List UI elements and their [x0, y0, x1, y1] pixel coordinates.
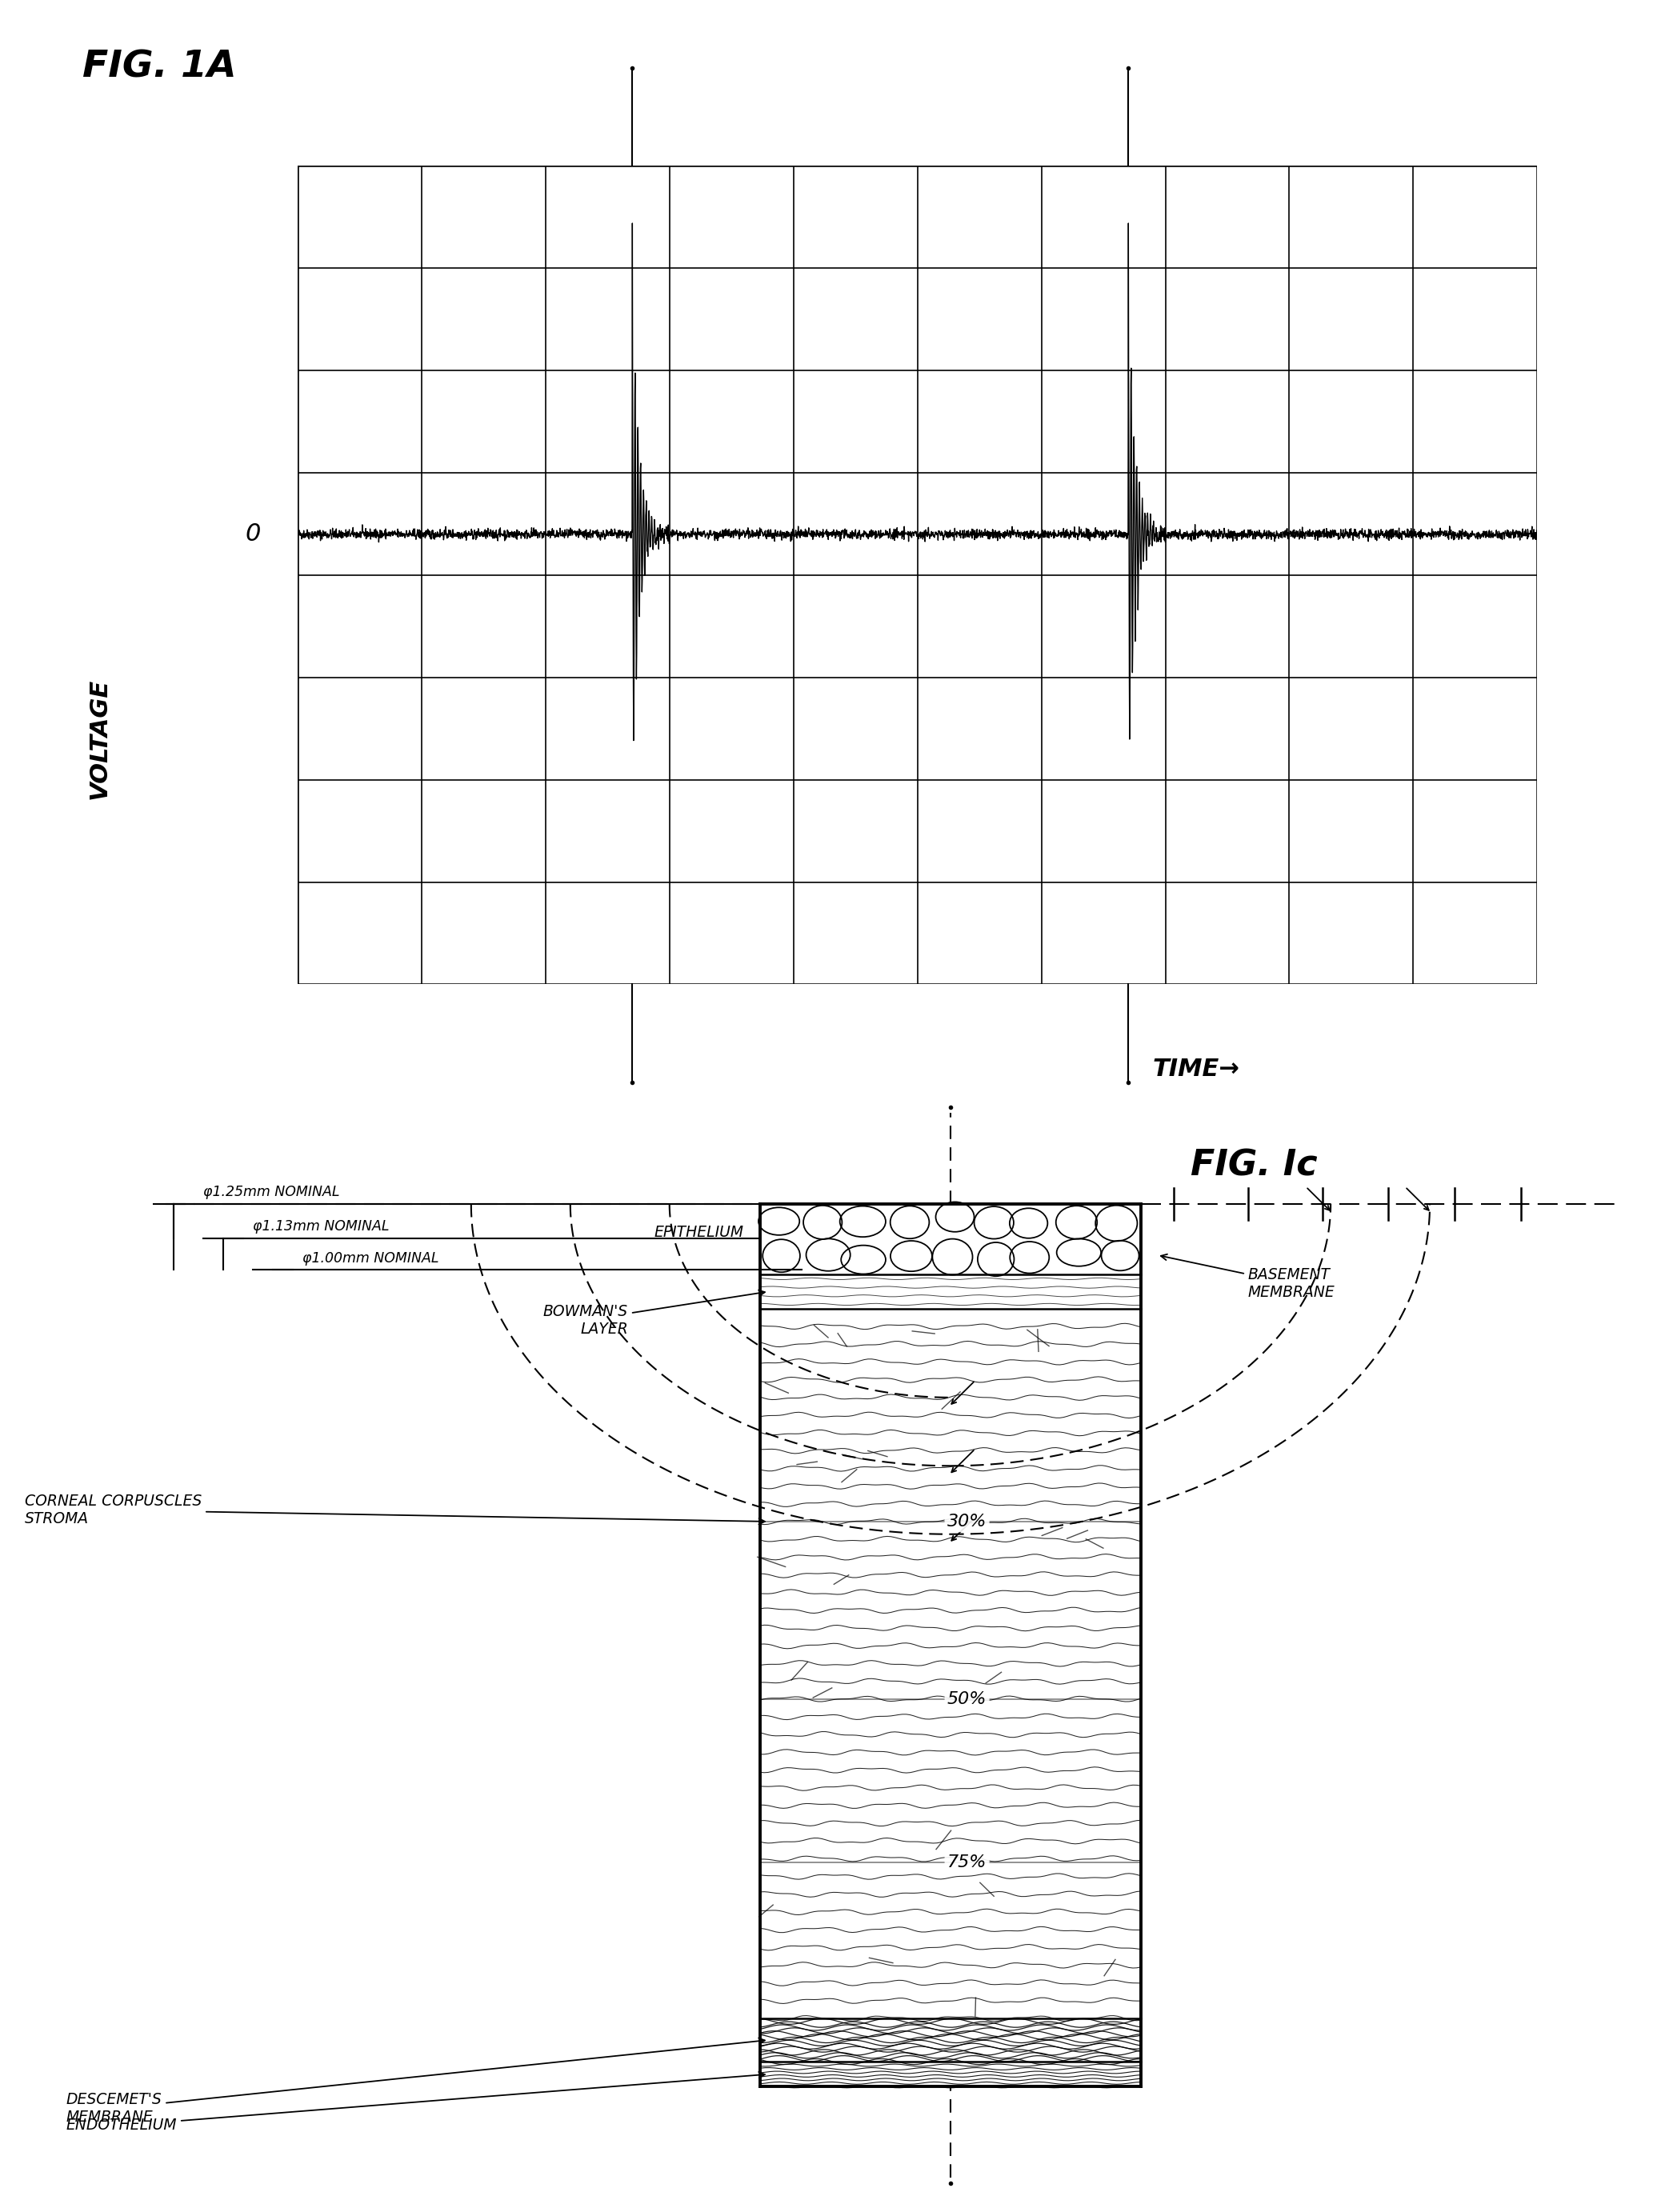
Text: 50%: 50%	[947, 1690, 987, 1708]
Text: DESCEMET'S
MEMBRANE: DESCEMET'S MEMBRANE	[66, 2037, 765, 2126]
Text: FIG. Ic: FIG. Ic	[1190, 1148, 1317, 1183]
Text: FIG. 1A: FIG. 1A	[83, 49, 236, 86]
Text: TIME→: TIME→	[1152, 1057, 1240, 1082]
Bar	[760, 2062, 1141, 2086]
Text: ENDOTHELIUM: ENDOTHELIUM	[66, 2073, 765, 2132]
Text: φ1.25mm NOMINAL: φ1.25mm NOMINAL	[203, 1186, 341, 1199]
Text: BOWMAN'S
LAYER: BOWMAN'S LAYER	[544, 1290, 765, 1336]
Text: φ1.13mm NOMINAL: φ1.13mm NOMINAL	[253, 1219, 390, 1234]
Bar	[760, 2017, 1141, 2062]
Text: 0: 0	[245, 522, 261, 546]
Bar	[760, 1274, 1141, 1310]
Text: BASEMENT
MEMBRANE: BASEMENT MEMBRANE	[1160, 1254, 1336, 1301]
Text: 30%: 30%	[947, 1513, 987, 1528]
Bar	[760, 1203, 1141, 1274]
Text: CORNEAL CORPUSCLES
STROMA: CORNEAL CORPUSCLES STROMA	[25, 1493, 765, 1526]
Bar	[760, 1310, 1141, 2017]
Text: φ1.00mm NOMINAL: φ1.00mm NOMINAL	[302, 1252, 440, 1265]
Text: 75%: 75%	[947, 1854, 987, 1869]
Text: VOLTAGE: VOLTAGE	[88, 679, 111, 799]
Text: EPITHELIUM: EPITHELIUM	[655, 1225, 744, 1239]
